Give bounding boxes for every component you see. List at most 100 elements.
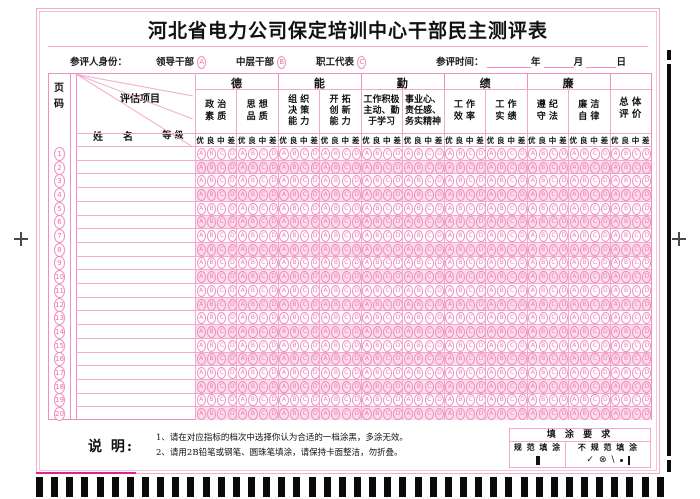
option-bubble[interactable]: C	[424, 230, 434, 243]
option-bubble[interactable]: C	[466, 243, 476, 256]
option-bubble[interactable]: C	[424, 325, 434, 338]
option-bubble[interactable]: D	[393, 147, 403, 160]
option-bubble[interactable]: A	[362, 380, 372, 393]
option-bubble[interactable]: B	[497, 312, 507, 325]
option-bubble[interactable]: A	[569, 175, 579, 188]
option-bubble[interactable]: B	[289, 271, 300, 284]
option-bubble[interactable]: A	[320, 380, 331, 393]
option-bubble[interactable]: B	[538, 298, 548, 311]
option-bubble[interactable]: B	[580, 175, 590, 188]
option-bubble[interactable]: A	[445, 216, 455, 229]
option-bubble[interactable]: D	[352, 271, 362, 284]
option-bubble[interactable]: D	[476, 147, 486, 160]
option-bubble[interactable]: A	[320, 284, 331, 297]
option-bubble[interactable]: C	[507, 202, 517, 215]
option-bubble[interactable]: A	[238, 188, 248, 201]
option-bubble[interactable]: D	[476, 271, 486, 284]
option-bubble[interactable]: D	[559, 339, 569, 352]
option-bubble[interactable]: B	[331, 408, 341, 421]
option-bubble[interactable]: D	[269, 312, 279, 325]
option-bubble[interactable]: D	[600, 284, 610, 297]
option-bubble[interactable]: C	[507, 230, 517, 243]
option-bubble[interactable]: B	[289, 298, 300, 311]
option-bubble[interactable]: D	[269, 284, 279, 297]
option-bubble[interactable]: C	[300, 394, 310, 407]
option-bubble[interactable]: B	[289, 353, 300, 366]
option-bubble[interactable]: C	[300, 188, 310, 201]
option-bubble[interactable]: D	[476, 188, 486, 201]
option-bubble[interactable]: A	[196, 147, 206, 160]
option-bubble[interactable]: A	[486, 161, 496, 174]
option-bubble[interactable]: C	[341, 367, 351, 380]
option-bubble[interactable]: B	[497, 175, 507, 188]
option-bubble[interactable]: C	[590, 312, 600, 325]
option-bubble[interactable]: C	[383, 353, 393, 366]
option-bubble[interactable]: C	[590, 298, 600, 311]
option-bubble[interactable]: D	[559, 147, 569, 160]
option-bubble[interactable]: A	[279, 339, 289, 352]
option-bubble[interactable]: C	[341, 216, 351, 229]
option-bubble[interactable]: A	[320, 230, 331, 243]
option-bubble[interactable]: C	[217, 380, 227, 393]
option-bubble[interactable]: A	[486, 298, 496, 311]
option-bubble[interactable]: B	[206, 202, 217, 215]
option-bubble[interactable]: B	[331, 161, 341, 174]
option-bubble[interactable]: A	[320, 394, 331, 407]
option-bubble[interactable]: A	[196, 230, 206, 243]
option-bubble[interactable]: D	[517, 284, 528, 297]
option-bubble[interactable]: B	[497, 161, 507, 174]
option-bubble[interactable]: A	[528, 380, 538, 393]
option-bubble[interactable]: B	[206, 175, 217, 188]
option-bubble[interactable]: D	[310, 380, 320, 393]
option-bubble[interactable]: C	[548, 271, 559, 284]
option-bubble[interactable]: C	[631, 161, 642, 174]
option-bubble[interactable]: A	[528, 312, 538, 325]
option-bubble[interactable]: C	[300, 353, 310, 366]
option-bubble[interactable]: D	[310, 243, 320, 256]
option-bubble[interactable]: A	[196, 188, 206, 201]
option-bubble[interactable]: D	[269, 353, 279, 366]
option-bubble[interactable]: B	[414, 380, 424, 393]
option-bubble[interactable]: A	[362, 367, 372, 380]
option-bubble[interactable]: C	[258, 380, 268, 393]
option-bubble[interactable]: B	[331, 394, 341, 407]
option-bubble[interactable]: B	[538, 353, 548, 366]
option-bubble[interactable]: A	[196, 202, 206, 215]
page-number-bubble[interactable]: 12	[54, 297, 65, 312]
option-bubble[interactable]: A	[528, 325, 538, 338]
option-bubble[interactable]: B	[580, 230, 590, 243]
option-bubble[interactable]: B	[206, 257, 217, 270]
option-bubble[interactable]: B	[289, 380, 300, 393]
option-bubble[interactable]: A	[362, 339, 372, 352]
option-bubble[interactable]: D	[352, 394, 362, 407]
option-bubble[interactable]: C	[631, 147, 642, 160]
option-bubble[interactable]: C	[466, 202, 476, 215]
option-bubble[interactable]: A	[611, 394, 621, 407]
option-bubble[interactable]: A	[611, 202, 621, 215]
option-bubble[interactable]: C	[466, 284, 476, 297]
option-bubble[interactable]: D	[476, 298, 486, 311]
option-bubble[interactable]: B	[621, 147, 631, 160]
option-bubble[interactable]: D	[393, 312, 403, 325]
option-bubble[interactable]: C	[217, 230, 227, 243]
option-bubble[interactable]: A	[320, 257, 331, 270]
option-bubble[interactable]: B	[455, 353, 465, 366]
option-bubble[interactable]: A	[279, 312, 289, 325]
option-bubble[interactable]: C	[341, 353, 351, 366]
option-bubble[interactable]: B	[248, 339, 258, 352]
option-bubble[interactable]: D	[269, 257, 279, 270]
option-bubble[interactable]: A	[569, 298, 579, 311]
option-bubble[interactable]: C	[383, 325, 393, 338]
option-bubble[interactable]: D	[393, 367, 403, 380]
option-bubble[interactable]: D	[434, 175, 445, 188]
option-bubble[interactable]: A	[486, 243, 496, 256]
year-input[interactable]	[486, 56, 531, 68]
option-bubble[interactable]: D	[269, 147, 279, 160]
option-bubble[interactable]: D	[393, 216, 403, 229]
option-bubble[interactable]: D	[269, 325, 279, 338]
option-bubble[interactable]: D	[642, 353, 652, 366]
option-bubble[interactable]: D	[642, 202, 652, 215]
option-bubble[interactable]: A	[279, 394, 289, 407]
option-bubble[interactable]: C	[300, 284, 310, 297]
option-bubble[interactable]: B	[248, 312, 258, 325]
